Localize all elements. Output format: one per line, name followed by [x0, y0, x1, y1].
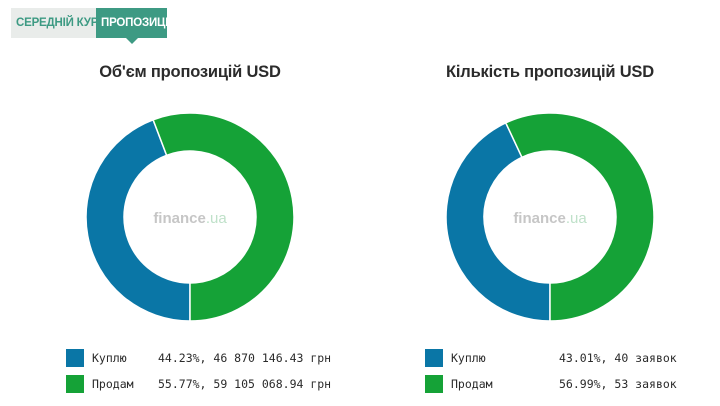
- legend-label: Куплю: [92, 351, 127, 365]
- legend-item-sell: Продам 56.99%, 53 заявок: [425, 375, 677, 393]
- donut-chart-volume: finance.ua: [85, 112, 295, 322]
- watermark-logo: finance.ua: [153, 210, 227, 227]
- chart-title-volume: Об'єм пропозицій USD: [99, 63, 281, 81]
- donut-chart-count: finance.ua: [445, 112, 655, 322]
- legend-percent: 43.01%: [559, 351, 601, 365]
- donut-slice-sell: [152, 112, 295, 322]
- legend-detail: 46 870 146.43 грн: [213, 351, 332, 365]
- legend-label: Продам: [451, 377, 493, 391]
- legend-percent: 55.77%: [158, 377, 200, 391]
- legend-percent: 44.23%: [158, 351, 200, 365]
- chart-title-count: Кількість пропозицій USD: [446, 63, 654, 81]
- legend-detail: 40 заявок: [614, 351, 677, 365]
- legend-swatch-buy: [66, 349, 84, 367]
- tab-average-rate[interactable]: СЕРЕДНІЙ КУРС: [11, 8, 106, 38]
- tab-offers[interactable]: ПРОПОЗИЦІЇ: [96, 8, 171, 44]
- legend-item-sell: Продам 55.77%, 59 105 068.94 грн: [66, 375, 331, 393]
- donut-slice-buy: [85, 118, 191, 322]
- legend-swatch-sell: [425, 375, 443, 393]
- watermark-logo: finance.ua: [513, 210, 587, 227]
- legend-item-buy: Куплю 43.01%, 40 заявок: [425, 349, 677, 367]
- tab-bar: СЕРЕДНІЙ КУРС ПРОПОЗИЦІЇ: [11, 8, 171, 44]
- legend-percent: 56.99%: [559, 377, 601, 391]
- donut-slice-sell: [504, 112, 655, 322]
- legend-detail: 53 заявок: [614, 377, 677, 391]
- legend-item-buy: Куплю 44.23%, 46 870 146.43 грн: [66, 349, 331, 367]
- legend-swatch-buy: [425, 349, 443, 367]
- donut-slice-buy: [445, 121, 551, 322]
- legend-swatch-sell: [66, 375, 84, 393]
- legend-label: Продам: [92, 377, 134, 391]
- legend-detail: 59 105 068.94 грн: [213, 377, 332, 391]
- legend-label: Куплю: [451, 351, 486, 365]
